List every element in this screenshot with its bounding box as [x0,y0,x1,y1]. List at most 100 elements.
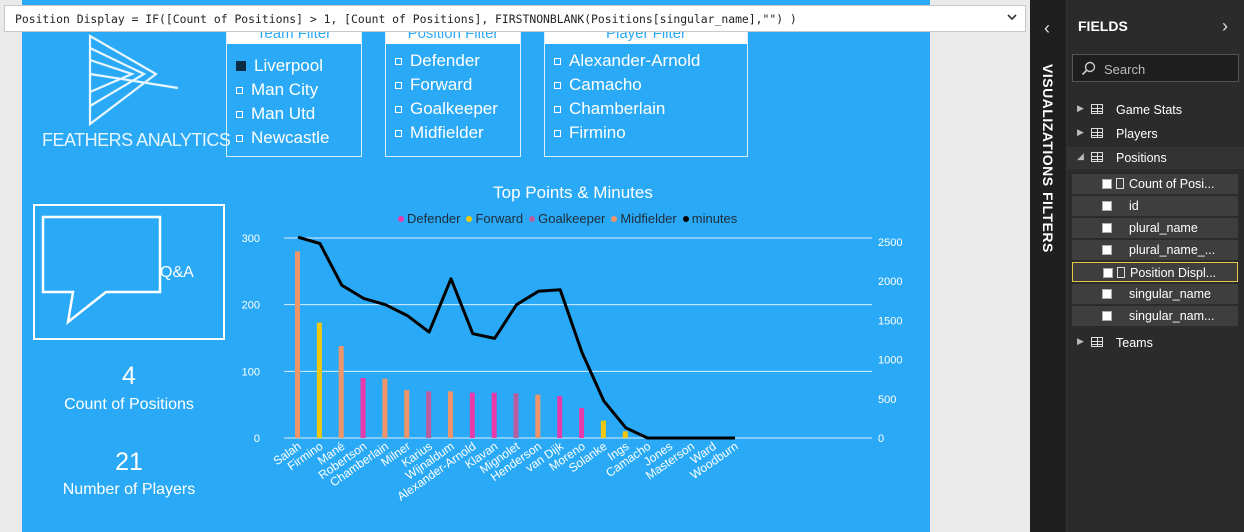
field-label: plural_name [1129,221,1198,235]
field-checkbox[interactable] [1102,245,1112,255]
slicer-item[interactable]: Midfielder [395,122,484,144]
y-left-tick-label: 0 [254,433,260,445]
collapsed-pane-rail: ‹ VISUALIZATIONS FILTERS [1030,0,1067,532]
formula-bar[interactable]: Position Display = IF([Count of Position… [4,5,1026,32]
slicer-item[interactable]: Firmino [554,122,626,144]
slicer-item-label: Camacho [569,75,642,94]
slicer-item[interactable]: Forward [395,74,472,96]
table-row-game-stats[interactable]: ▶ Game Stats [1067,99,1244,121]
caret-down-icon[interactable]: ◢ [1077,151,1084,161]
field-label: id [1129,199,1139,213]
checkbox[interactable] [236,86,243,94]
y-right-tick-label: 1000 [878,355,902,367]
field-row[interactable]: plural_name [1072,218,1238,238]
field-checkbox[interactable] [1102,201,1112,211]
table-row-positions[interactable]: ◢ Positions [1067,147,1244,169]
chevron-right-icon[interactable]: › [1222,16,1228,36]
field-row[interactable]: singular_name [1072,284,1238,304]
checkbox[interactable] [395,57,402,65]
checkbox[interactable] [395,81,402,89]
field-checkbox[interactable] [1102,179,1112,189]
field-checkbox[interactable] [1102,311,1112,321]
checkbox[interactable] [236,110,243,118]
slicer-team: Team Filter Liverpool Man City Man Utd Newca… [226,30,362,157]
formula-text[interactable]: Position Display = IF([Count of Position… [15,12,797,26]
slicer-item[interactable]: Man City [236,79,318,101]
field-row[interactable]: Count of Posi... [1072,174,1238,194]
bar-midfielder [447,391,453,438]
bar-midfielder [382,378,388,438]
slicer-item-label: Defender [410,51,480,70]
speech-bubble-icon [41,215,162,325]
bar-defender [360,378,366,438]
slicer-title-text: Player Filter [605,31,687,42]
legend-item[interactable]: Goalkeeper [529,211,605,226]
field-label: Count of Posi... [1129,177,1215,191]
report-canvas: FEATHERS ANALYTICS Team Filter Liverpool M… [22,0,930,532]
search-input[interactable]: Search [1072,54,1239,82]
checkbox[interactable] [554,129,561,137]
checkbox[interactable] [554,105,561,113]
checkbox[interactable] [236,61,246,71]
slicer-item-label: Alexander-Arnold [569,51,701,70]
slicer-title-text: Team Filter [256,31,332,42]
field-checkbox[interactable] [1102,289,1112,299]
slicer-item[interactable]: Chamberlain [554,98,665,120]
checkbox[interactable] [236,134,243,142]
slicer-item[interactable]: Newcastle [236,127,329,149]
checkbox[interactable] [554,57,561,65]
bar-defender [557,396,563,438]
logo-text: FEATHERS ANALYTICS [42,130,231,150]
slicer-title: Player Filter [545,31,747,44]
count-positions-label: Count of Positions [64,396,194,413]
slicer-title: Team Filter [227,31,361,44]
legend-swatch [611,215,618,222]
search-placeholder: Search [1104,62,1146,77]
field-checkbox[interactable] [1102,223,1112,233]
slicer-item[interactable]: Camacho [554,74,642,96]
legend-swatch [682,215,689,222]
chevron-down-icon[interactable] [1005,10,1019,24]
visualizations-tab[interactable]: VISUALIZATIONS [1040,64,1056,187]
legend-item[interactable]: Defender [398,211,460,226]
legend-item[interactable]: Forward [466,211,523,226]
table-icon [1091,104,1103,114]
checkbox[interactable] [554,81,561,89]
legend-item[interactable]: minutes [682,211,737,226]
chevron-left-icon[interactable]: ‹ [1044,18,1050,38]
table-icon [1091,337,1103,347]
field-row[interactable]: Position Displ... [1072,262,1238,282]
calculator-icon [1117,267,1125,278]
slicer-item[interactable]: Man Utd [236,103,315,125]
caret-right-icon[interactable]: ▶ [1077,103,1084,113]
field-checkbox[interactable] [1103,268,1113,278]
combo-chart: 010020030005001000150020002500SalahFirmi… [242,233,903,504]
caret-right-icon[interactable]: ▶ [1077,127,1084,137]
checkbox[interactable] [395,105,402,113]
legend-label: Defender [407,211,461,226]
count-positions-value: 4 [122,362,136,390]
checkbox[interactable] [395,129,402,137]
slicer-item[interactable]: Liverpool [236,55,323,77]
table-row-players[interactable]: ▶ Players [1067,123,1244,145]
table-row-teams[interactable]: ▶ Teams [1067,332,1244,354]
legend-item[interactable]: Midfielder [611,211,677,226]
chart-title: Top Points & Minutes [493,183,653,202]
slicer-item[interactable]: Defender [395,50,480,72]
field-row[interactable]: singular_nam... [1072,306,1238,326]
legend-label: Midfielder [620,211,677,226]
slicer-item[interactable]: Alexander-Arnold [554,50,700,72]
filters-tab[interactable]: FILTERS [1040,192,1056,253]
slicer-item-label: Liverpool [254,56,323,75]
field-row[interactable]: id [1072,196,1238,216]
qa-visual[interactable] [33,204,225,340]
fields-title: FIELDS [1078,18,1128,34]
slicer-item[interactable]: Goalkeeper [395,98,498,120]
slicer-item-label: Goalkeeper [410,99,498,118]
caret-right-icon[interactable]: ▶ [1077,336,1084,346]
y-left-tick-label: 100 [242,366,260,378]
field-row[interactable]: plural_name_... [1072,240,1238,260]
right-pane: ‹ VISUALIZATIONS FILTERS FIELDS › Search… [1030,0,1244,532]
bar-midfielder [338,346,344,438]
legend-label: Forward [475,211,524,226]
